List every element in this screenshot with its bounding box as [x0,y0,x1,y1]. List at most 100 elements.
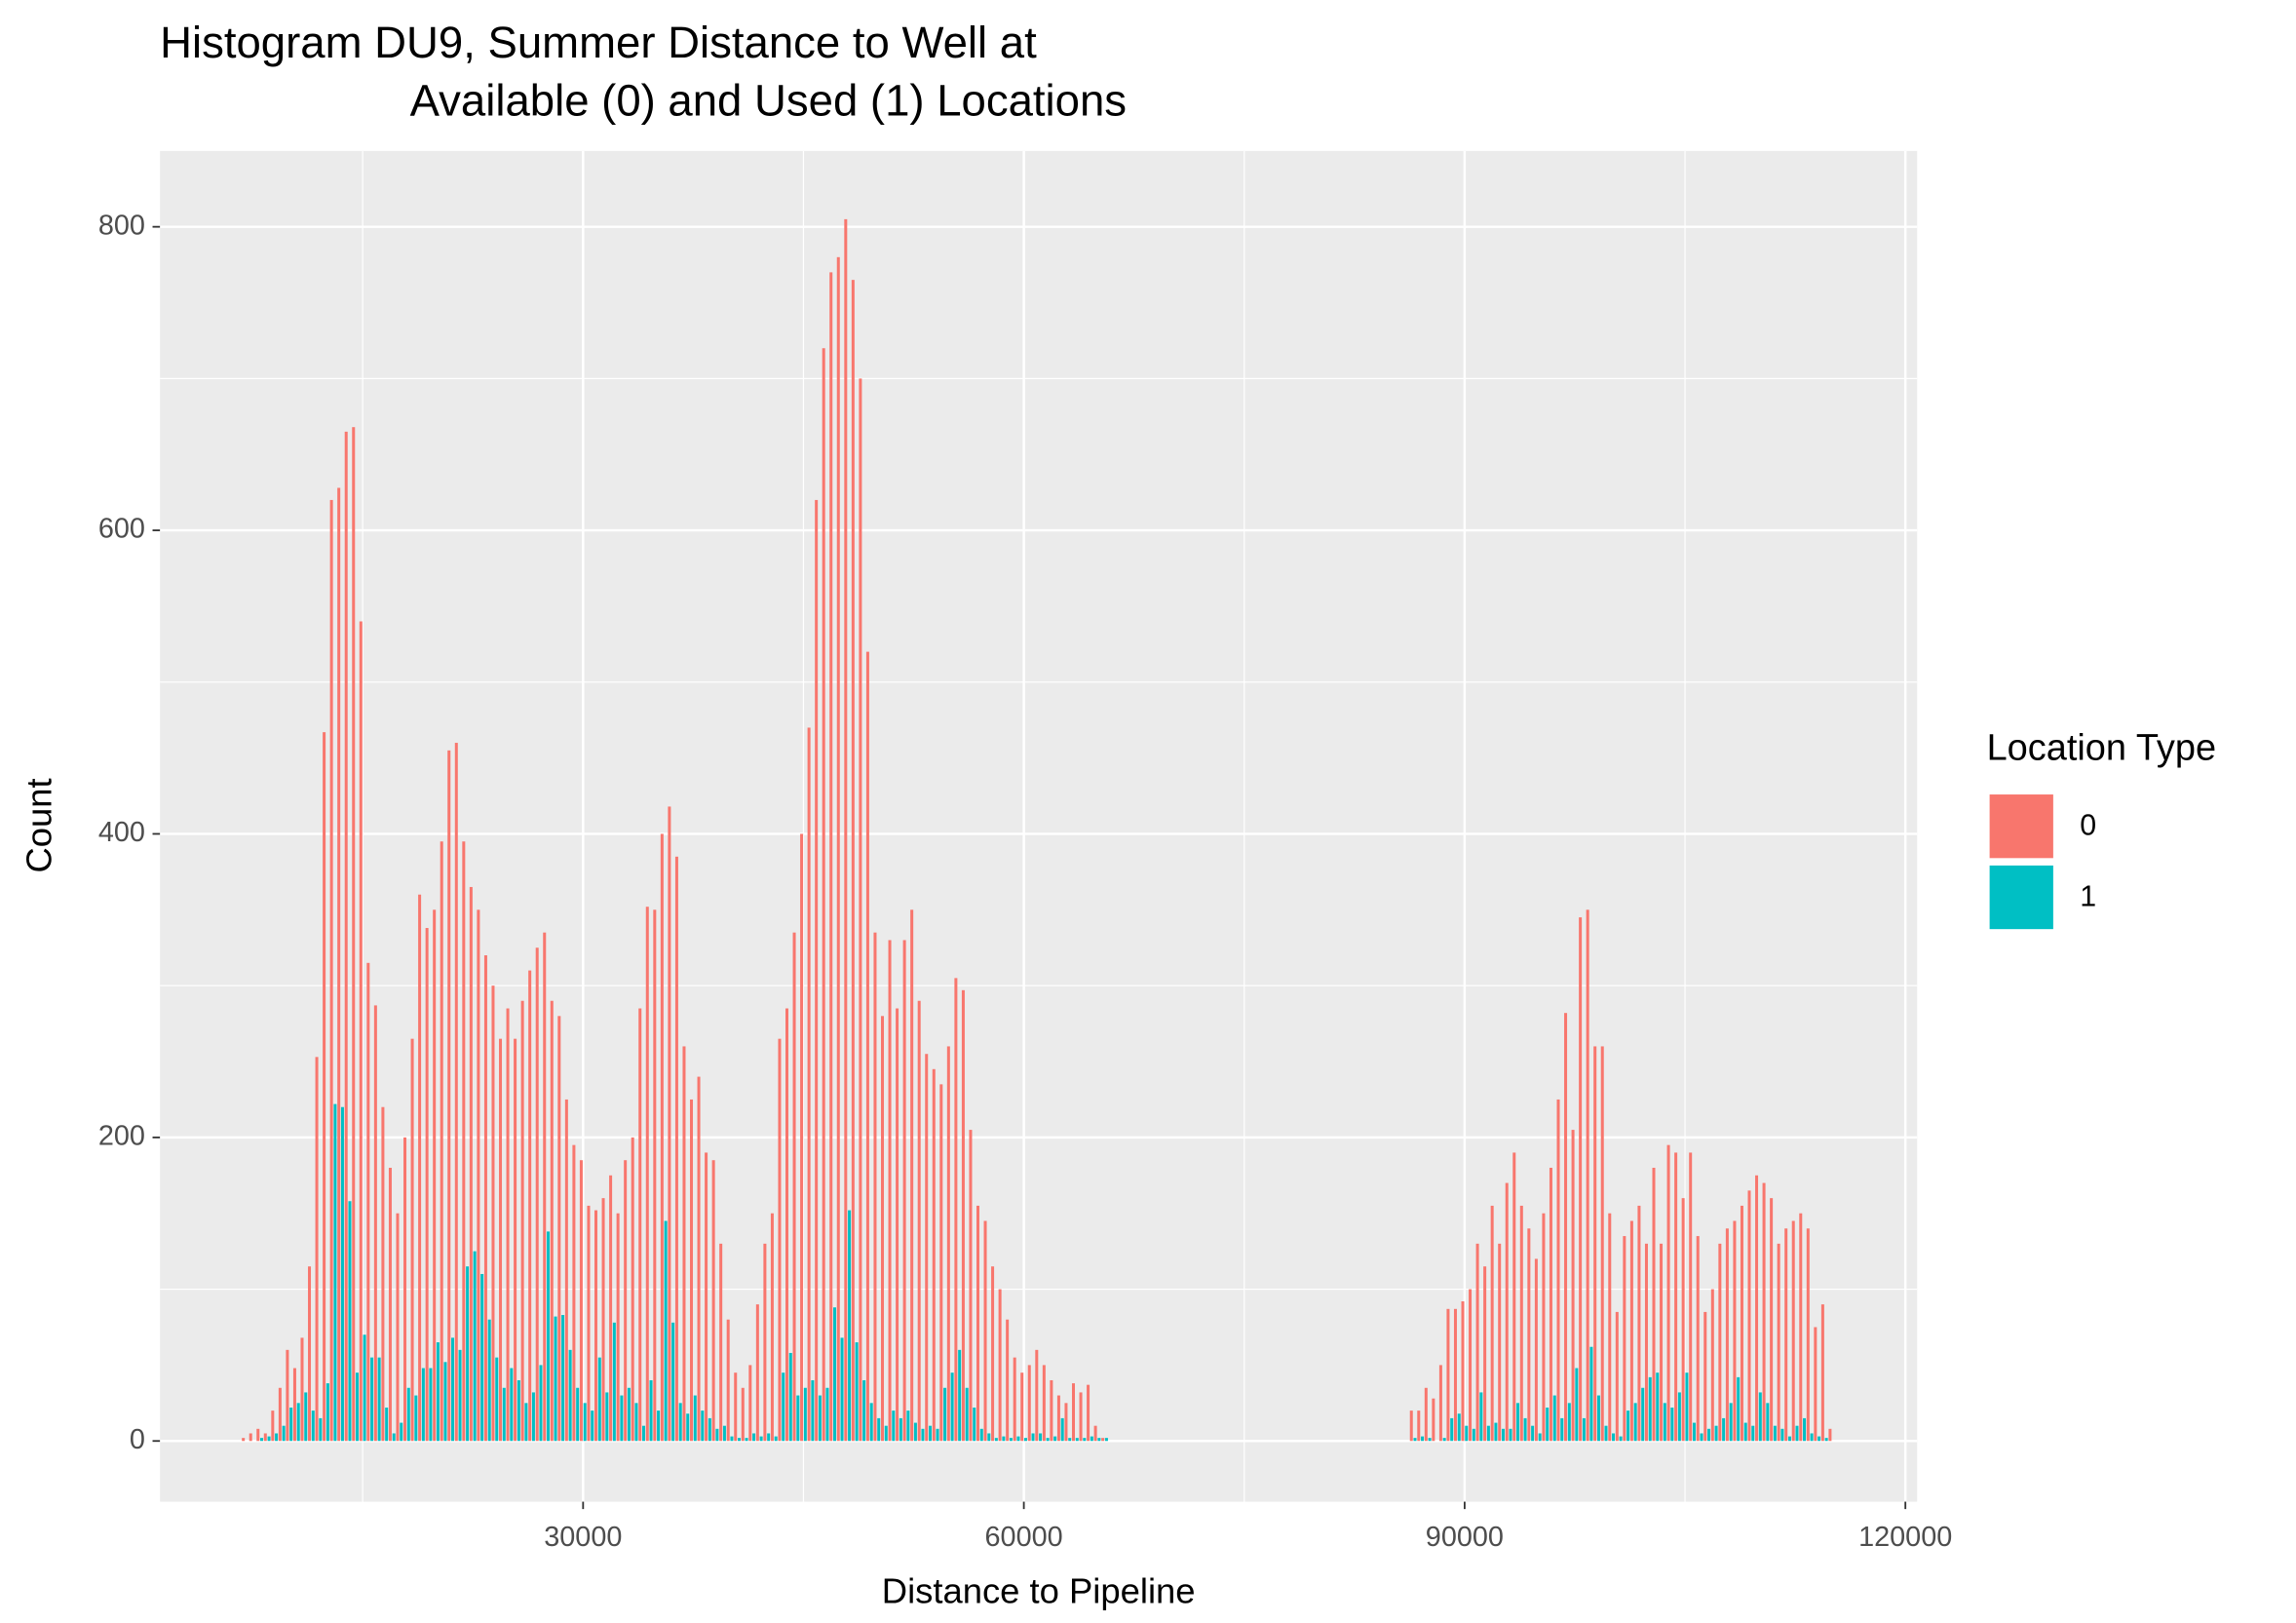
bar [1564,1013,1568,1442]
bar [520,1000,524,1442]
bar [1075,1438,1079,1442]
x-tick-label: 120000 [1858,1522,1952,1553]
bar [1509,1428,1512,1442]
bar [436,1342,440,1442]
bar [421,1368,425,1442]
bar [1531,1425,1535,1442]
bar [1710,1289,1714,1442]
bar [1791,1220,1795,1442]
bar [896,1008,899,1442]
bar [429,1368,433,1442]
bar [1483,1266,1487,1442]
bar [594,1210,598,1442]
bar [792,932,796,1442]
bar [767,1433,771,1442]
bar [557,1016,561,1442]
bar [1608,1213,1612,1442]
bar [1438,1365,1442,1442]
bar [561,1315,565,1442]
bar [1083,1438,1087,1442]
bar [300,1337,304,1442]
bar [936,1428,939,1442]
bar [1575,1368,1579,1442]
bar [1612,1433,1616,1442]
bar [645,907,649,1442]
bar [400,1422,403,1442]
bar [366,962,370,1442]
bar [774,1436,778,1442]
bar [1501,1428,1505,1442]
bar [337,487,341,1442]
bar [278,1387,282,1442]
bar [671,1322,675,1442]
bar [755,1304,759,1442]
bar [939,1084,943,1442]
bar [950,1372,954,1442]
bar [1549,1168,1552,1442]
bar [1097,1438,1101,1442]
bar [815,499,819,1442]
bar [832,1307,837,1442]
bar [1020,1372,1024,1442]
bar [624,1160,628,1442]
bar [1619,1436,1623,1442]
bar [1810,1433,1814,1442]
bar [1056,1395,1060,1442]
bar [531,1392,535,1442]
bar [1623,1236,1626,1442]
bar [1071,1383,1075,1442]
bar [480,1273,484,1442]
bar [1747,1190,1751,1442]
bar [311,1410,315,1442]
bar [1068,1438,1072,1442]
bar [836,256,840,1442]
bar [1780,1428,1784,1442]
bar [788,1352,792,1442]
bar [1766,1403,1770,1442]
bar [715,1428,719,1442]
bar [1009,1438,1013,1442]
bar [844,218,848,1442]
bar [1733,1220,1737,1442]
bar [851,280,855,1442]
bar [514,1038,517,1442]
bar [1538,1433,1542,1442]
bar [1820,1304,1824,1442]
bar [319,1417,323,1442]
bar [958,1349,962,1442]
bar [418,894,422,1442]
bar [458,1349,462,1442]
bar [249,1433,252,1442]
bar [1053,1436,1057,1442]
grid [160,150,1918,1502]
bar [1498,1243,1502,1442]
bar [547,1231,551,1442]
bar [447,750,451,1442]
bar [921,1428,925,1442]
bar [730,1436,734,1442]
bar [495,1357,499,1442]
bar [822,348,825,1442]
bar [1803,1417,1807,1442]
bar [576,1387,580,1442]
bar [796,1395,800,1442]
bar [660,833,664,1442]
bar [1755,1175,1759,1442]
bar [1806,1228,1810,1442]
bar [1432,1398,1435,1442]
bar [991,1266,995,1442]
bar [242,1438,246,1442]
bar [1093,1425,1097,1442]
bar [1542,1213,1546,1442]
bar [1087,1384,1091,1442]
bar [734,1372,738,1442]
bar [803,1387,807,1442]
bar [1828,1428,1832,1442]
bar [1600,1046,1604,1442]
bar [263,1433,267,1442]
bar [913,1422,917,1442]
bar [506,1008,510,1442]
bar [741,1387,745,1442]
bar [469,886,473,1442]
